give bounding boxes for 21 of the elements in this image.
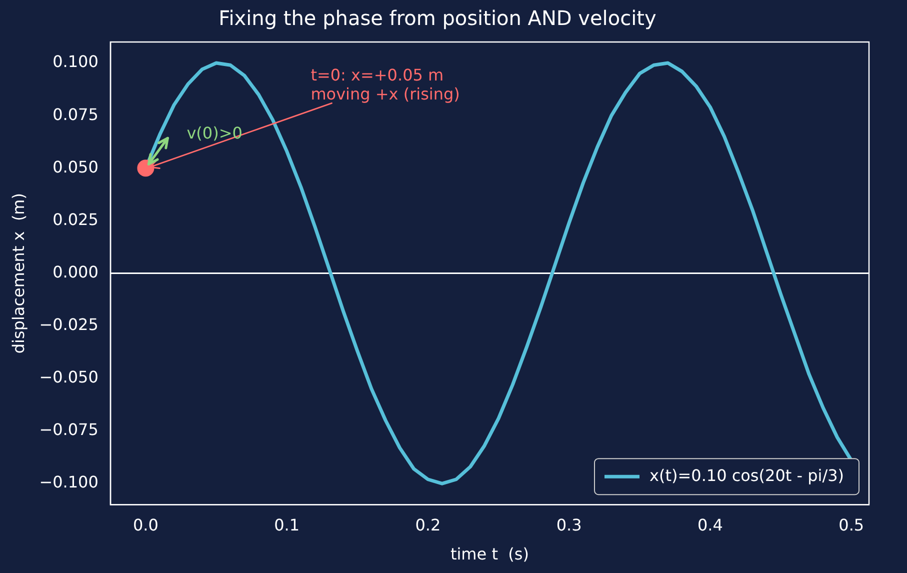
annotation: t=0: x=+0.05 m moving +x (rising): [310, 65, 460, 104]
x-tick-label: 0.0: [132, 515, 158, 534]
y-tick-label: −0.100: [39, 472, 98, 492]
annotation: v(0)>0: [186, 123, 242, 142]
y-axis-title: displacement x (m): [8, 192, 28, 354]
y-tick-label: −0.050: [39, 368, 98, 387]
y-tick-label: −0.075: [39, 420, 98, 440]
y-tick-label: −0.025: [39, 315, 98, 334]
x-tick-label: 0.3: [556, 515, 582, 534]
y-tick-label: 0.050: [52, 157, 98, 176]
x-tick-label: 0.1: [274, 515, 300, 534]
legend-label: x(t)=0.10 cos(20t - pi/3): [650, 466, 844, 485]
x-axis-title: time t (s): [450, 544, 529, 564]
x-tick-label: 0.4: [698, 515, 723, 534]
x-tick-label: 0.2: [415, 515, 441, 534]
y-tick-label: 0.000: [52, 262, 98, 282]
y-tick-label: 0.025: [52, 210, 98, 229]
chart-title: Fixing the phase from position AND velocity: [218, 6, 656, 30]
x-tick-label: 0.5: [838, 515, 864, 534]
y-tick-label: 0.100: [52, 52, 98, 72]
y-tick-label: 0.075: [52, 104, 98, 124]
